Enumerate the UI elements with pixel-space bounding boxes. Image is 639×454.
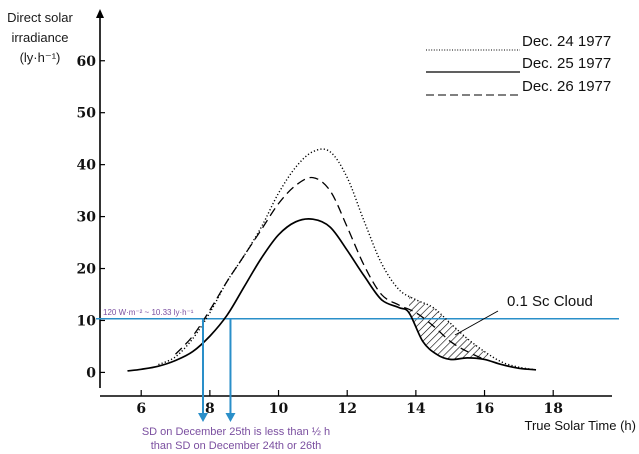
legend-label: Dec. 26 1977 [522, 78, 611, 95]
x-axis-label: True Solar Time (h) [525, 418, 637, 433]
y-tick-label: 0 [86, 365, 96, 381]
cloud-shaded-region [409, 295, 488, 361]
x-tick-label: 16 [475, 401, 494, 417]
x-tick-label: 10 [269, 401, 289, 417]
y-axis-label-line-3: (ly·h⁻¹) [20, 50, 61, 65]
sd-arrow-head [198, 413, 208, 422]
legend-label: Dec. 25 1977 [522, 55, 611, 72]
y-axis-label-line-2: irradiance [11, 30, 68, 45]
x-tick-label: 18 [543, 401, 562, 417]
series-line-dec-24-1977 [158, 148, 537, 371]
y-tick-label: 30 [77, 210, 97, 226]
sd-note-line-2: than SD on December 24th or 26th [151, 440, 322, 452]
sd-arrow-head [225, 413, 236, 422]
x-tick-label: 14 [406, 401, 426, 417]
cloud-leader-line [454, 310, 499, 336]
x-tick-label: 8 [205, 401, 215, 417]
x-tick-label: 12 [337, 401, 356, 417]
sd-arrows [198, 318, 236, 422]
threshold-label: 120 W·m⁻² ~ 10.33 ly·h⁻¹ [103, 308, 194, 317]
y-tick-label: 20 [77, 262, 97, 278]
series-lines [127, 148, 537, 372]
sd-note-line-1: SD on December 25th is less than ½ h [142, 426, 330, 438]
legend: Dec. 24 1977 Dec. 25 1977 Dec. 26 1977 [426, 33, 611, 96]
legend-label: Dec. 24 1977 [522, 33, 611, 50]
series-line-dec-25-1977 [127, 218, 537, 372]
x-tick-label: 6 [136, 401, 146, 417]
series-line-dec-26-1977 [175, 176, 485, 360]
y-tick-label: 50 [77, 106, 97, 122]
y-tick-label: 60 [77, 54, 97, 70]
y-tick-label: 40 [77, 158, 97, 174]
x-axis-ticks: 6 8 10 12 14 16 18 [136, 390, 563, 417]
y-tick-label: 10 [77, 313, 97, 329]
y-axis-ticks: 0 10 20 30 40 50 60 [77, 54, 105, 381]
y-axis-arrow [96, 9, 104, 18]
cloud-annotation: 0.1 Sc Cloud [507, 293, 593, 310]
y-axis-label-line-1: Direct solar [7, 10, 73, 25]
